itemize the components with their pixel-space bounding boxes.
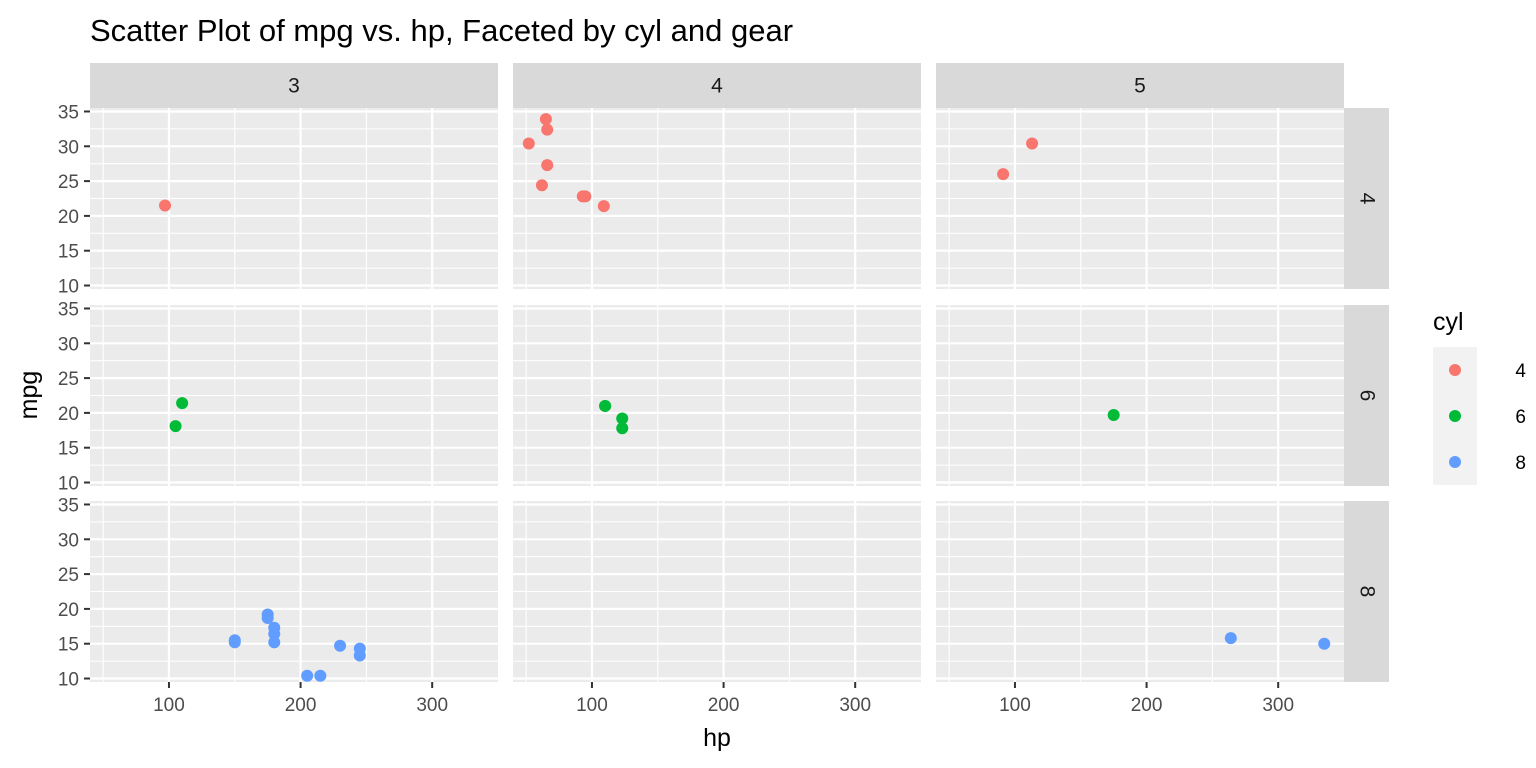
y-tick-label: 30 [58,137,79,158]
x-tick-label: 200 [708,695,740,716]
x-tick-label: 300 [839,695,871,716]
data-point [599,399,612,412]
y-tick-label: 35 [58,495,79,516]
legend: cyl 4 6 8 [1433,308,1526,485]
legend-swatch [1449,364,1461,376]
col-strip-gear-5 [936,63,1344,108]
col-strip-label: 5 [1134,75,1146,98]
data-point [616,412,629,425]
data-point [228,636,241,649]
chart-title: Scatter Plot of mpg vs. hp, Faceted by c… [90,13,793,48]
panel-cyl-4-gear-4 [513,108,921,289]
facet-panels: 3 4 5 4 6 8 [90,63,1389,682]
row-strip-cyl-8 [1344,501,1389,682]
x-tick-label: 100 [576,695,608,716]
data-point [541,159,554,172]
legend-title: cyl [1433,308,1464,336]
legend-label: 6 [1515,407,1526,428]
y-tick-label: 35 [58,299,79,320]
y-tick-label: 10 [58,474,79,495]
data-point [176,397,189,410]
panel-cyl-6-gear-3 [90,305,498,486]
data-point [597,200,610,213]
y-tick-label: 30 [58,530,79,551]
x-axis-title: hp [703,724,731,752]
y-tick-label: 35 [58,102,79,123]
x-tick-label: 300 [1262,695,1294,716]
panel-cyl-6-gear-5 [936,305,1344,486]
data-point [535,179,548,192]
y-tick-label: 25 [58,172,79,193]
y-tick-label: 15 [58,635,79,656]
data-point [353,649,366,662]
col-strip-gear-4 [513,63,921,108]
panel-cyl-8-gear-4 [513,501,921,682]
col-strip-label: 3 [288,75,300,98]
panel-cyl-6-gear-4 [513,305,921,486]
legend-label: 4 [1515,361,1526,382]
data-point [997,168,1010,181]
row-strip-label: 8 [1356,586,1379,598]
panel-cyl-4-gear-5 [936,108,1344,289]
row-strip-cyl-6 [1344,305,1389,486]
data-point [334,639,347,652]
legend-swatch [1449,456,1461,468]
data-point [159,199,172,212]
y-tick-label: 15 [58,242,79,263]
y-tick-label: 30 [58,334,79,355]
data-point [169,420,182,433]
data-point [522,137,535,150]
data-point [261,608,274,621]
data-point [301,669,314,682]
x-tick-label: 100 [999,695,1031,716]
y-axis-title: mpg [15,371,43,420]
legend-label: 8 [1515,453,1526,474]
data-point [1318,637,1331,650]
panel-cyl-8-gear-3 [90,501,498,682]
data-point [539,113,552,126]
y-tick-label: 20 [58,600,79,621]
data-point [541,123,554,136]
data-point [1107,408,1120,421]
data-point [268,636,281,649]
y-tick-label: 15 [58,439,79,460]
panel-cyl-8-gear-5 [936,501,1344,682]
col-strip-label: 4 [711,75,723,98]
row-strip-cyl-4 [1344,108,1389,289]
data-point [268,621,281,634]
data-point [1026,137,1039,150]
y-tick-label: 10 [58,277,79,298]
x-tick-label: 200 [1131,695,1163,716]
x-tick-label: 300 [416,695,448,716]
y-tick-label: 20 [58,404,79,425]
y-tick-label: 25 [58,369,79,390]
y-tick-label: 10 [58,670,79,691]
row-strip-label: 4 [1356,193,1379,205]
row-strip-label: 6 [1356,390,1379,402]
col-strip-gear-3 [90,63,498,108]
data-point [314,669,327,682]
data-point [1224,632,1237,645]
y-tick-label: 25 [58,565,79,586]
data-point [579,190,592,203]
x-tick-label: 100 [153,695,185,716]
panel-cyl-4-gear-3 [90,108,498,289]
data-point [616,422,629,435]
y-tick-label: 20 [58,207,79,228]
x-tick-label: 200 [285,695,317,716]
legend-swatch [1449,410,1461,422]
